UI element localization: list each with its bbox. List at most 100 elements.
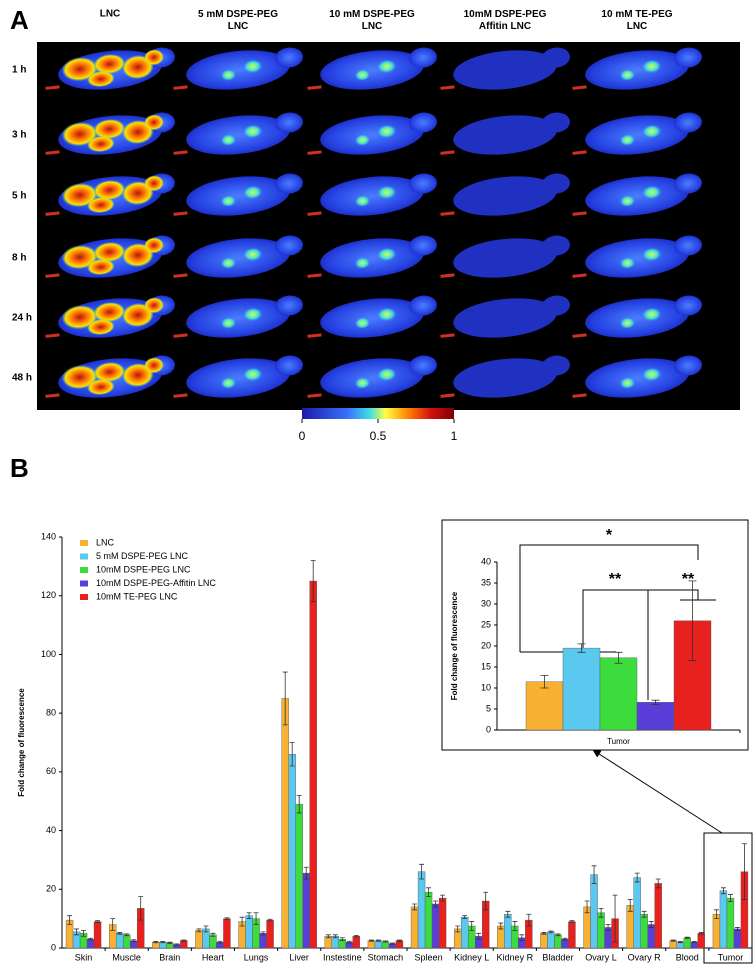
mouse-body: [585, 176, 689, 216]
bar: [245, 915, 253, 949]
mouse-head: [409, 112, 437, 133]
bar: [599, 657, 638, 731]
hotspot: [242, 307, 263, 322]
hotspot: [143, 49, 164, 66]
error-bar: [720, 887, 726, 895]
x-tick-label: Kidney R: [497, 952, 534, 962]
hotspot: [220, 133, 237, 147]
column-header: 5 mM DSPE-PEG LNC: [198, 9, 278, 32]
error-bar: [462, 915, 468, 920]
y-tick-label: 10: [481, 682, 491, 692]
error-bar: [651, 699, 660, 705]
error-bar: [614, 651, 623, 664]
mouse-body: [320, 298, 424, 338]
x-tick-label: Liver: [289, 952, 309, 962]
bar: [86, 938, 95, 949]
bar: [115, 933, 124, 949]
x-tick-label: Ovary R: [628, 952, 662, 962]
row-label: 1 h: [12, 65, 26, 76]
mouse-body: [585, 238, 689, 278]
mouse-head: [674, 235, 702, 256]
mouse-head: [409, 47, 437, 68]
error-bar: [196, 928, 202, 933]
mouse: [572, 235, 702, 278]
hotspot: [86, 318, 115, 336]
mouse: [307, 47, 437, 90]
error-bar: [698, 932, 704, 935]
bar: [302, 872, 310, 949]
hotspot: [93, 179, 126, 201]
hotspot: [619, 256, 636, 270]
mouse-body: [585, 298, 689, 338]
bar: [647, 924, 655, 949]
bar: [669, 940, 678, 949]
row-label: 8 h: [12, 253, 26, 264]
bar: [309, 580, 317, 949]
mouse: [173, 295, 303, 338]
bar: [266, 919, 274, 949]
highlight-box: [703, 832, 753, 964]
mouse-head: [674, 173, 702, 194]
error-bar: [368, 939, 374, 942]
mouse-body: [320, 176, 424, 216]
error-bar: [203, 925, 209, 933]
hotspot: [376, 247, 397, 262]
x-tick-label: Lungs: [244, 952, 269, 962]
mouse-head: [674, 295, 702, 316]
error-bar: [81, 929, 87, 937]
legend-swatch: [80, 553, 88, 560]
legend-swatch: [80, 567, 88, 573]
hotspot: [61, 365, 98, 390]
mouse-tail: [307, 85, 322, 90]
mouse-body: [186, 115, 290, 155]
error-bar: [562, 937, 568, 941]
panel-label: B: [10, 453, 29, 483]
hotspot: [619, 194, 636, 208]
y-tick-label: 80: [46, 708, 56, 718]
hotspot: [61, 245, 98, 270]
hotspot: [619, 133, 636, 147]
hotspot: [143, 357, 164, 374]
bracket: [582, 589, 649, 700]
mouse: [307, 295, 437, 338]
hotspot: [242, 59, 263, 74]
mouse-head: [674, 112, 702, 133]
hotspot: [143, 114, 164, 131]
bar: [640, 914, 648, 949]
error-bar: [498, 922, 504, 930]
mouse-head: [674, 47, 702, 68]
legend-label: 10mM DSPE-PEG-Affitin LNC: [96, 578, 216, 588]
bar: [719, 890, 728, 949]
colorbar: [302, 408, 454, 419]
error-bar: [412, 903, 418, 911]
hotspot: [619, 68, 636, 82]
mouse-head: [542, 47, 570, 68]
error-bar: [138, 896, 144, 921]
hotspot: [376, 307, 397, 322]
x-tick-label: Brain: [159, 952, 180, 962]
mouse: [45, 235, 175, 278]
error-bar: [303, 866, 309, 880]
hotspot: [86, 258, 115, 276]
bar: [122, 934, 131, 949]
mouse: [45, 112, 175, 155]
hotspot: [143, 175, 164, 192]
mouse-head: [275, 47, 303, 68]
mouse-tail: [173, 393, 188, 398]
mouse-tail: [307, 211, 322, 216]
mouse-tail: [440, 273, 455, 278]
x-tick-label: Kidney L: [454, 952, 489, 962]
y-tick-label: 30: [481, 598, 491, 608]
hotspot: [93, 301, 126, 323]
hotspot: [86, 378, 115, 396]
mouse: [440, 355, 570, 398]
hotspot: [143, 237, 164, 254]
mouse-tail: [45, 85, 60, 90]
hotspot: [61, 305, 98, 330]
x-tick-label: Bladder: [542, 952, 573, 962]
mouse-tail: [440, 211, 455, 216]
mouse-head: [542, 355, 570, 376]
error-bar: [512, 921, 518, 931]
hotspot: [61, 183, 98, 208]
